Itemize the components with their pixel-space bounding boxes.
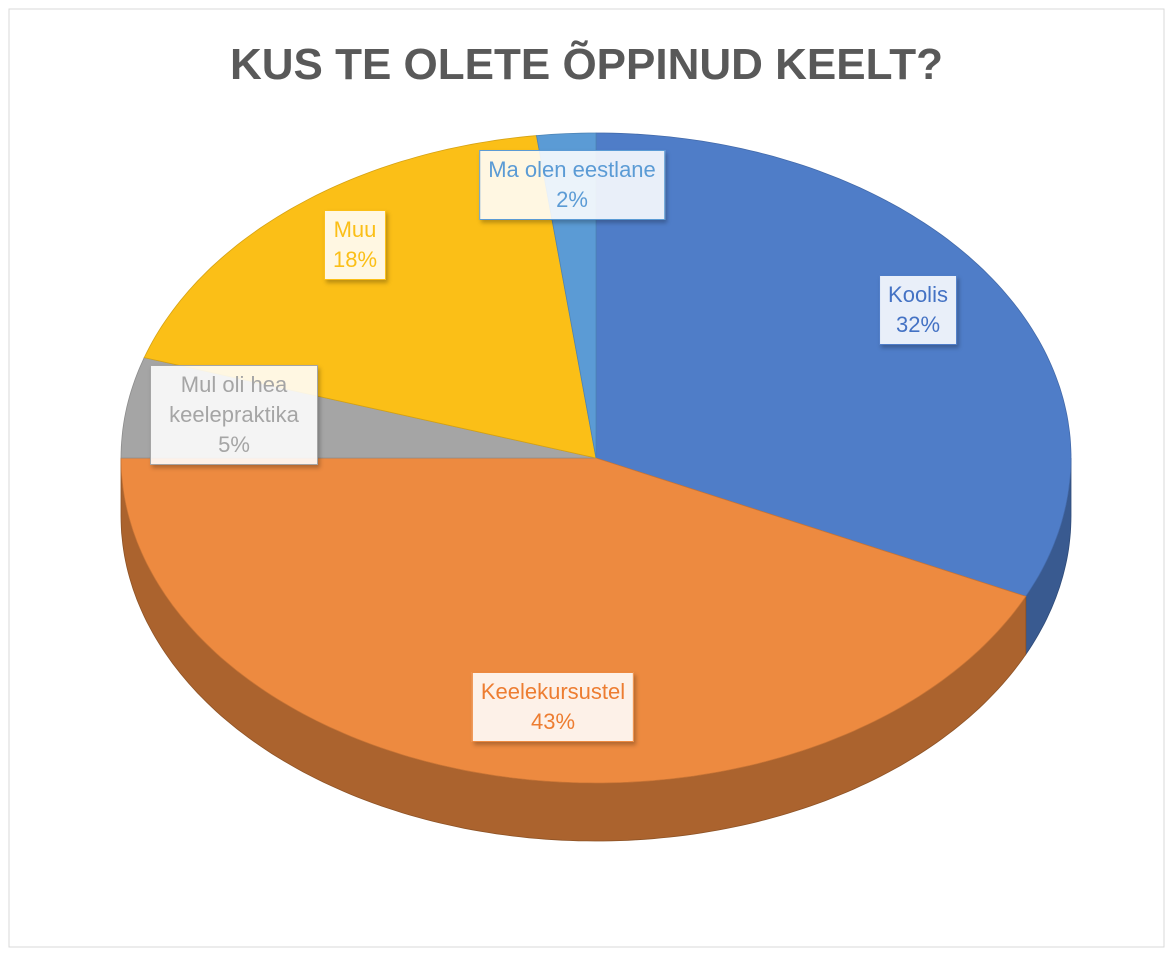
label-category: Koolis [888, 282, 948, 307]
pie-slice [120, 457, 1027, 784]
label-category: Mul oli hea keelepraktika [169, 372, 299, 427]
label-value: 32% [895, 312, 941, 337]
label-value: 2% [556, 187, 588, 212]
label-category: Ma olen eestlane [488, 157, 656, 182]
data-label: Keelekursustel 43% [471, 672, 635, 742]
label-value: 5% [218, 432, 250, 457]
data-label: Koolis 32% [879, 275, 957, 345]
label-category: Muu [333, 217, 377, 242]
label-category: Keelekursustel [480, 679, 626, 704]
label-value: 18% [332, 247, 378, 272]
data-label: Muu 18% [323, 210, 387, 280]
pie-slice [595, 132, 1072, 597]
data-label: Mul oli hea keelepraktika 5% [150, 365, 318, 465]
data-label: Ma olen eestlane 2% [479, 150, 665, 220]
chart-title: KUS TE OLETE ÕPPINUD KEELT? [229, 40, 943, 89]
label-value: 43% [530, 709, 576, 734]
